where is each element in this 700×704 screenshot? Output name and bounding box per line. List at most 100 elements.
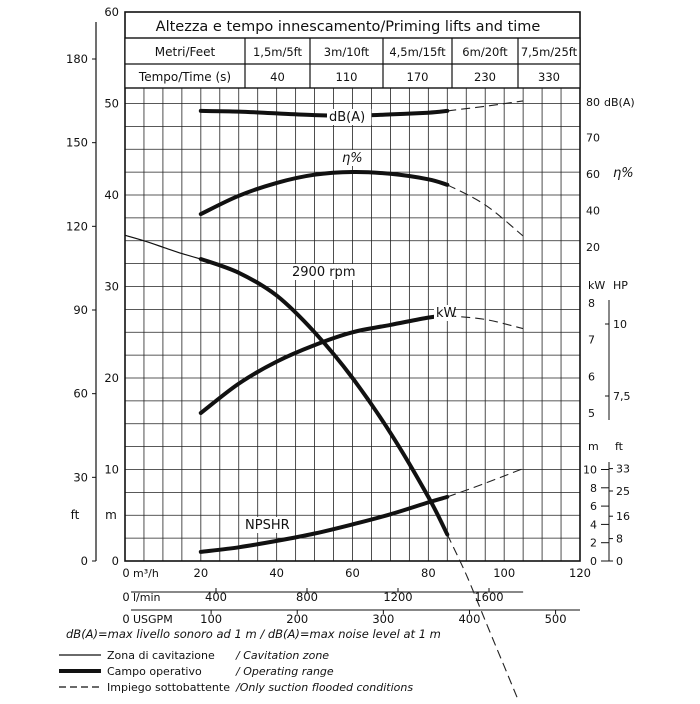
2900-rpm-curve-flooded: [446, 534, 521, 704]
ft-axis-tick-label: 60: [73, 387, 88, 401]
npsh-ft-axis-tick-label: 0: [616, 555, 623, 568]
npsh-m-axis-tick-label: 10: [583, 464, 597, 477]
table-row-label-time: Tempo/Time (s): [138, 70, 231, 84]
table-cell-time: 170: [407, 70, 429, 84]
kw-axis-tick-label: 8: [588, 297, 595, 310]
lmin-axis-zero: 0: [122, 590, 129, 604]
m3h-axis-title: m³/h: [133, 567, 159, 580]
usgpm-axis-zero: 0: [122, 612, 129, 626]
kw-curve-operating: [198, 313, 450, 415]
npsh-ft-axis-tick-label: 33: [616, 463, 630, 476]
table-cell-time: 230: [474, 70, 496, 84]
db-a-curve-flooded: [447, 100, 524, 112]
m3h-axis-tick-label: 60: [345, 566, 360, 580]
plot-frame: [124, 11, 581, 562]
kw-axis-tick-label: 6: [588, 370, 595, 383]
ft-axis-title: ft: [71, 508, 80, 522]
legend-label-en: / Operating range: [235, 665, 334, 678]
eta-axis-tick-label: 40: [586, 204, 600, 217]
db-a-curve-operating: [198, 108, 450, 118]
eta-axis-title: η%: [613, 166, 634, 181]
ft-axis-tick-label: 0: [81, 554, 88, 568]
table-cell-time: 330: [538, 70, 560, 84]
eta-axis-tick-label: 20: [586, 241, 600, 254]
kw-curve-flooded: [447, 315, 524, 330]
m-axis-title: m: [105, 508, 117, 522]
m3h-axis-zero: 0: [122, 566, 129, 580]
m-axis-tick-label: 50: [104, 97, 119, 111]
2900-rpm-curve-operating: [198, 257, 450, 537]
m3h-axis-tick-label: 20: [194, 566, 209, 580]
legend-label-it: Impiego sottobattente: [107, 681, 230, 694]
table-cell-lift: 6m/20ft: [462, 45, 508, 59]
hp-axis-title: HP: [613, 279, 628, 292]
usgpm-axis-tick-label: 300: [372, 612, 394, 626]
kw-curve-label: kW: [436, 306, 457, 321]
npshr-curve-label: NPSHR: [245, 518, 290, 533]
m-axis-tick-label: 30: [104, 280, 119, 294]
eta-axis-tick-label: 60: [586, 168, 600, 181]
table-row-label-lift: Metri/Feet: [155, 45, 216, 59]
usgpm-axis-tick-label: 500: [545, 612, 567, 626]
lmin-axis-tick-label: 1600: [474, 590, 503, 604]
footnote-text: dB(A)=max livello sonoro ad 1 m / dB(A)=…: [66, 627, 441, 641]
priming-table-lines: [124, 37, 581, 89]
m-axis-tick-label: 40: [104, 188, 119, 202]
m3h-axis-tick-label: 40: [269, 566, 284, 580]
head-curve-label-bg: [290, 264, 359, 280]
head-curve-label: 2900 rpm: [292, 265, 355, 280]
usgpm-axis-tick-label: 400: [458, 612, 480, 626]
table-cell-time: 110: [336, 70, 358, 84]
hp-axis-tick-label: 10: [613, 318, 627, 331]
npshr-curve-operating: [198, 494, 450, 554]
npsh-ft-axis-tick-label: 8: [616, 533, 623, 546]
ft-axis-tick-label: 30: [73, 470, 88, 484]
kw-axis-tick-label: 5: [588, 407, 595, 420]
npsh-m-axis-tick-label: 6: [590, 500, 597, 513]
m-axis-tick-label: 10: [104, 463, 119, 477]
kw-axis-title: kW: [588, 279, 605, 292]
usgpm-axis-title: USGPM: [133, 613, 173, 626]
db-axis-title: dB(A): [604, 96, 635, 109]
kw-axis-tick-label: 7: [588, 334, 595, 347]
chart-title: Altezza e tempo innescamento/Priming lif…: [156, 19, 541, 35]
db-axis-tick-label: 70: [586, 132, 600, 145]
m3h-axis-tick-label: 120: [569, 566, 591, 580]
2900-rpm-curve-cavitation: [124, 234, 201, 260]
efficiency-curve-flooded: [447, 184, 524, 237]
ft-axis-tick-label: 90: [73, 303, 88, 317]
table-cell-lift: 3m/10ft: [324, 45, 370, 59]
lmin-axis-tick-label: 800: [296, 590, 318, 604]
db-curve-label-bg: [327, 109, 372, 125]
table-cell-lift: 7,5m/25ft: [521, 45, 578, 59]
lmin-axis-tick-label: 1200: [383, 590, 412, 604]
npshr-curve-label-bg: [243, 517, 288, 533]
lmin-axis-title: l/min: [133, 591, 161, 604]
ft-axis-tick-label: 120: [66, 219, 88, 233]
hp-axis-tick-label: 7,5: [613, 390, 631, 403]
npsh-m-axis-tick-label: 8: [590, 482, 597, 495]
npsh-ft-axis-title: ft: [615, 440, 624, 453]
table-cell-lift: 1,5m/5ft: [253, 45, 303, 59]
efficiency-curve-label-bg: [340, 150, 361, 166]
m3h-axis-tick-label: 100: [493, 566, 515, 580]
kw-curve-label-bg: [434, 305, 455, 321]
m-axis-tick-label: 20: [104, 371, 119, 385]
legend-label-en: / Cavitation zone: [235, 649, 329, 662]
m-axis-tick-label: 0: [112, 554, 119, 568]
usgpm-axis-tick-label: 100: [200, 612, 222, 626]
legend-label-en: /Only suction flooded conditions: [235, 681, 413, 694]
npsh-m-axis-title: m: [588, 440, 599, 453]
m3h-axis-tick-label: 80: [421, 566, 436, 580]
table-cell-lift: 4,5m/15ft: [389, 45, 446, 59]
npsh-m-axis-tick-label: 0: [590, 555, 597, 568]
m-axis-tick-label: 60: [104, 5, 119, 19]
npsh-ft-axis-tick-label: 16: [616, 510, 630, 523]
npshr-curve-flooded: [447, 468, 524, 498]
npsh-m-axis-tick-label: 4: [590, 518, 597, 531]
priming-table-bg: [124, 37, 581, 89]
npsh-ft-axis-tick-label: 25: [616, 485, 630, 498]
table-cell-time: 40: [270, 70, 285, 84]
